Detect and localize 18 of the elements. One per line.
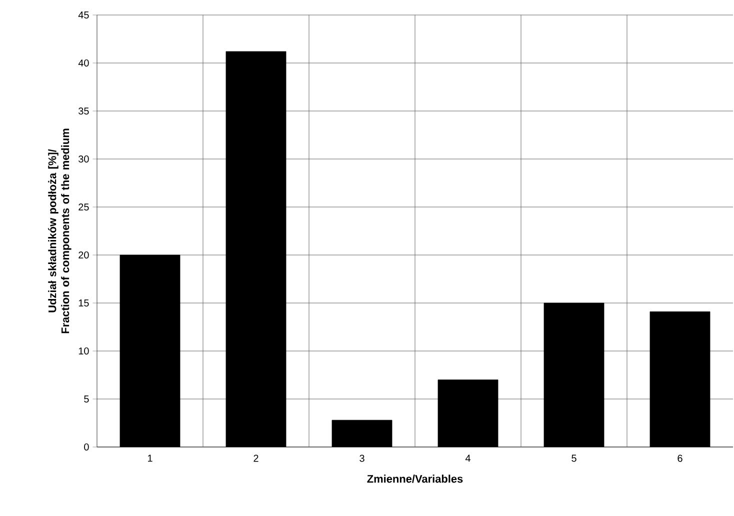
y-tick-label: 0 [84, 443, 89, 451]
x-tick-label: 1 [148, 454, 152, 462]
y-tick-label: 20 [78, 251, 89, 259]
x-tick-label: 5 [572, 454, 576, 462]
y-tick-label: 30 [78, 155, 89, 163]
y-tick-label: 10 [78, 347, 89, 355]
y-tick-label: 35 [78, 107, 89, 115]
x-tick-label: 4 [465, 454, 470, 462]
x-tick-label: 6 [678, 454, 682, 462]
x-tick-label: 3 [360, 454, 364, 462]
x-axis-title: Zmienne/Variables [367, 474, 463, 483]
y-tick-label: 5 [84, 396, 89, 402]
y-tick-label: 15 [78, 300, 89, 306]
y-tick-label: 25 [78, 203, 89, 211]
y-tick-label: 45 [78, 12, 89, 18]
x-tick-label: 2 [254, 454, 258, 462]
y-tick-label: 40 [78, 59, 89, 67]
y-axis-title: Udział składników podłoża [%]/ Fraction of components of the medium [48, 128, 72, 334]
